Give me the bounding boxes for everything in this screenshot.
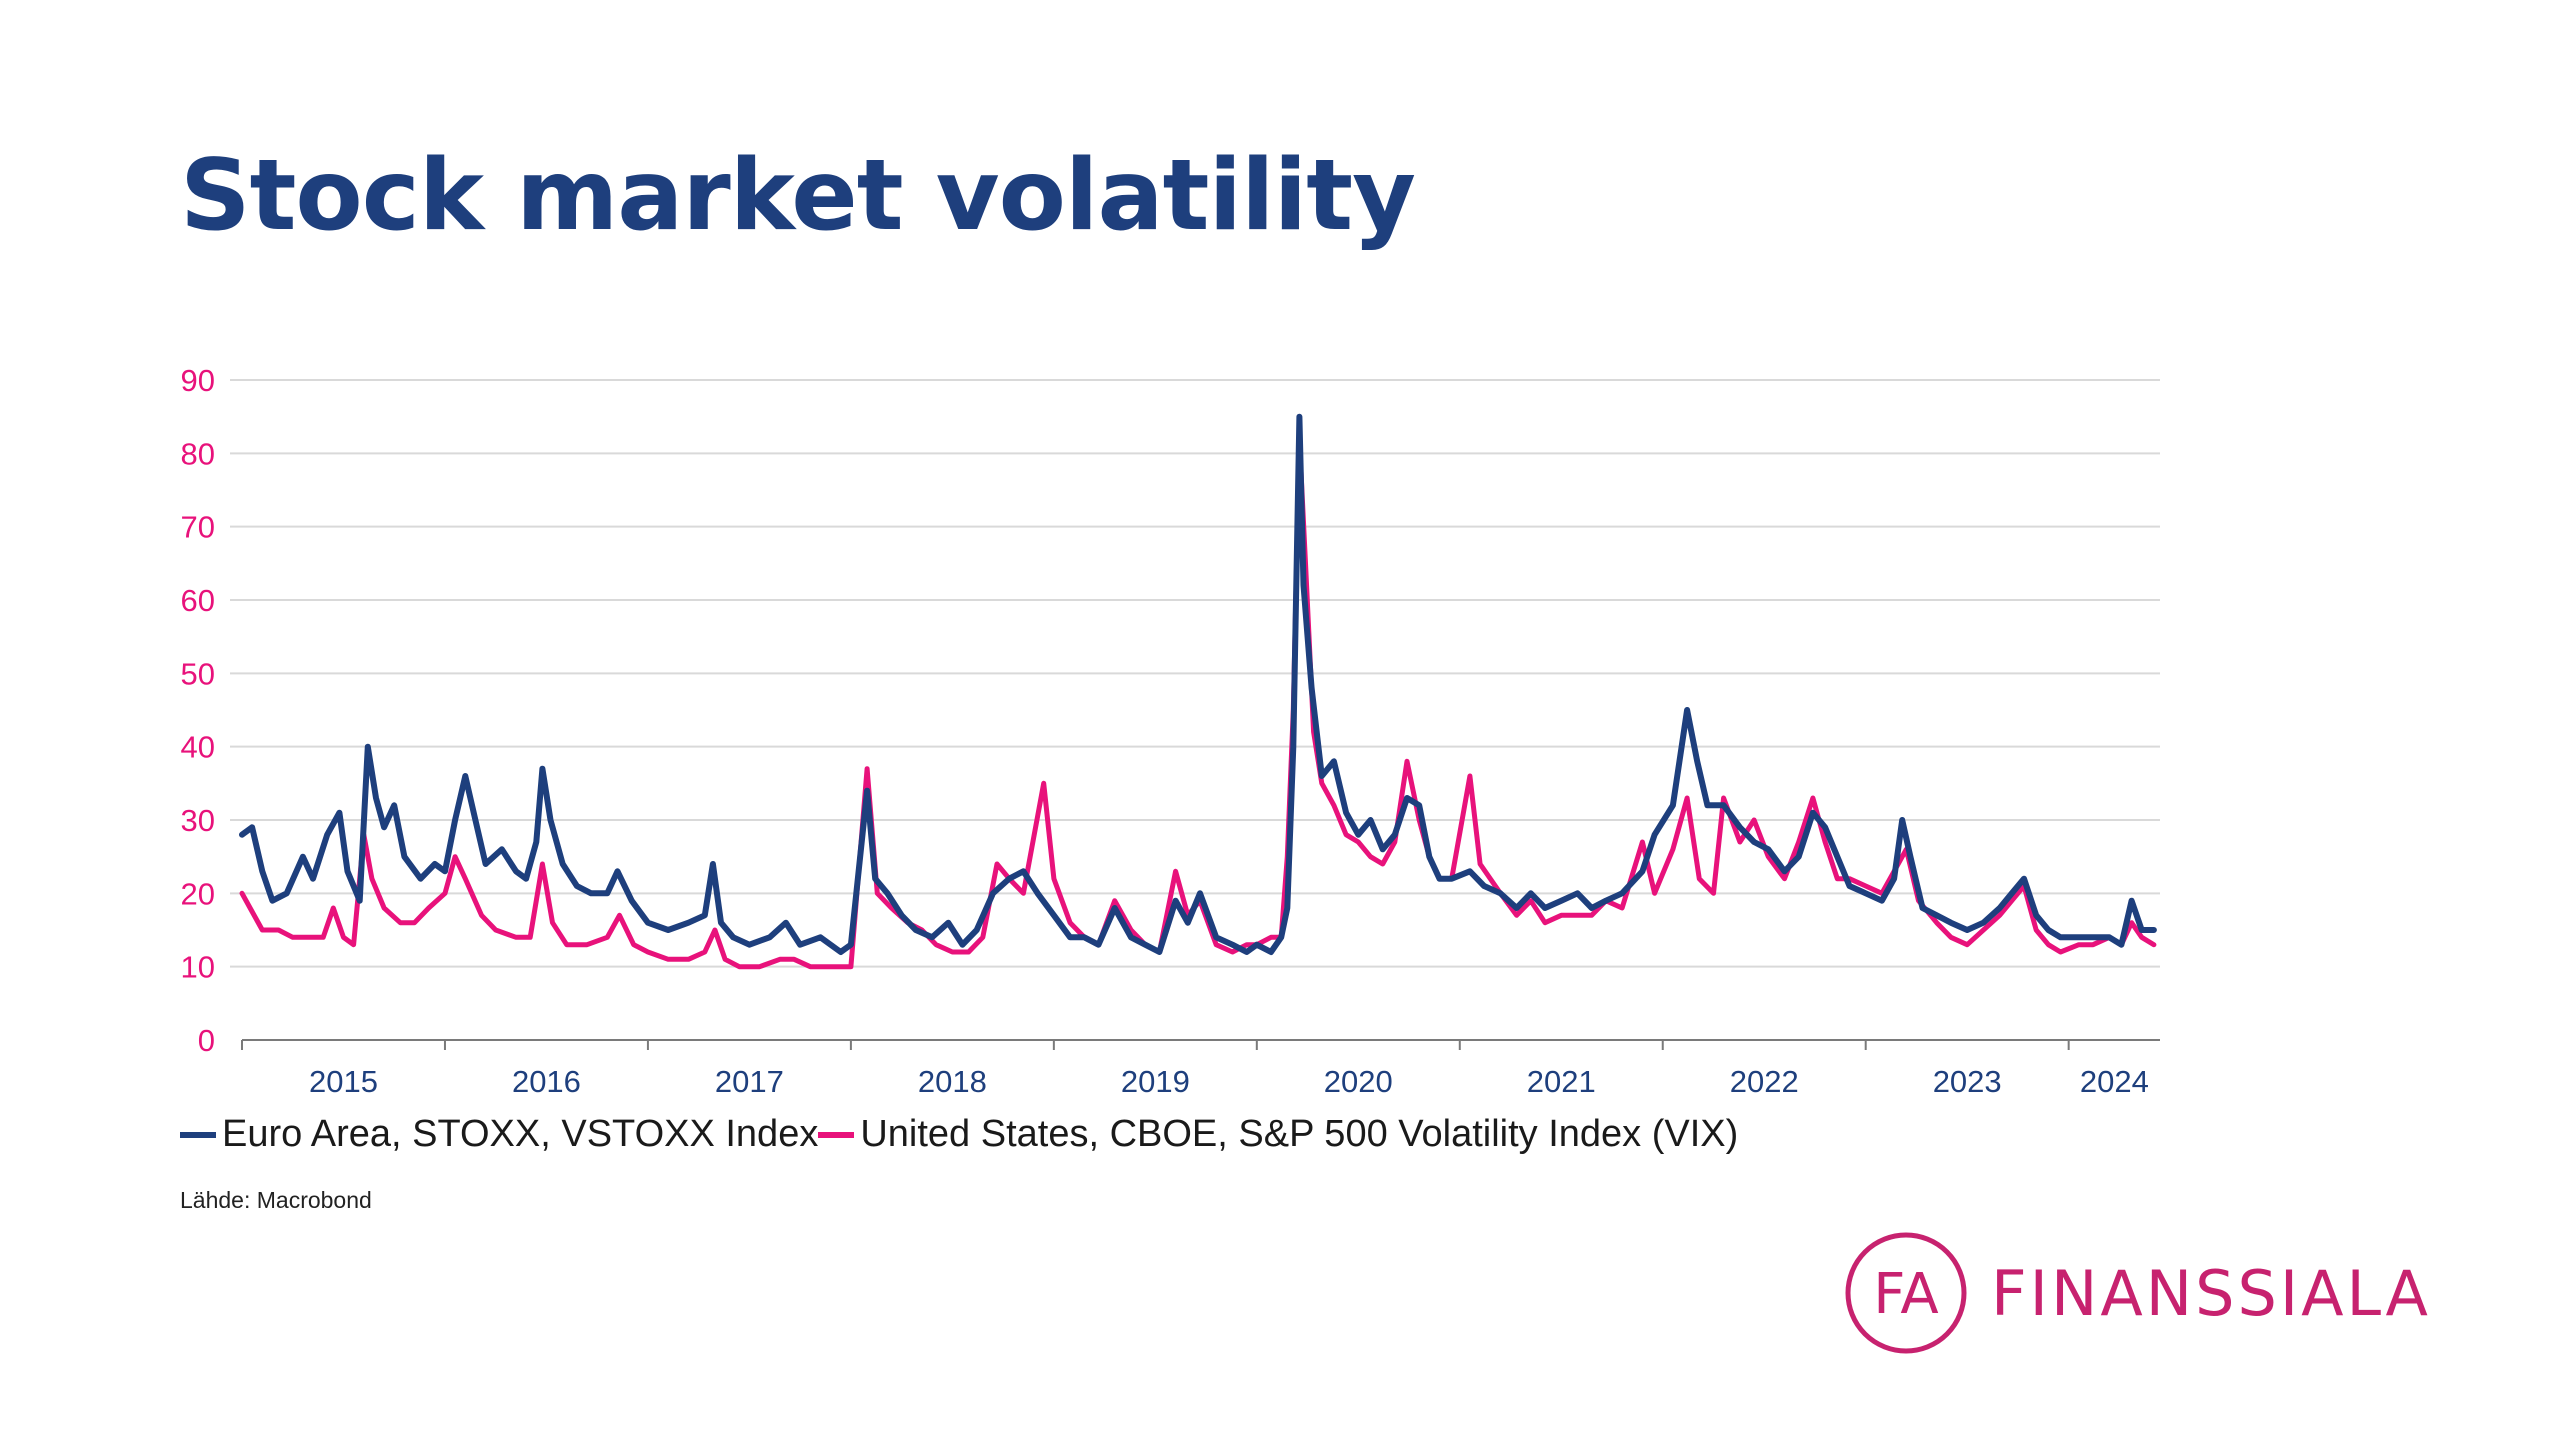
legend-label-vstoxx: Euro Area, STOXX, VSTOXX Index [222, 1113, 819, 1155]
page-title: Stock market volatility [180, 139, 1416, 253]
y-tick-label: 50 [181, 656, 215, 691]
x-tick-label: 2023 [1933, 1064, 2002, 1099]
volatility-line-chart: 0 10 20 30 40 50 60 70 80 90 2015 2016 2017 2018 2019… [181, 363, 2160, 1099]
legend-item-vix: United States, CBOE, S&P 500 Volatility … [818, 1113, 1738, 1156]
y-tick-label: 80 [181, 436, 215, 471]
source-note: Lähde: Macrobond [180, 1187, 372, 1213]
x-tick-label: 2016 [512, 1064, 581, 1099]
fa-logo-icon: FA [1845, 1232, 1967, 1354]
finanssiala-logo: FA FINANSSIALA [1843, 1230, 2431, 1356]
x-tick-label: 2019 [1121, 1064, 1190, 1099]
series-line-vstoxx [239, 413, 2157, 955]
legend-item-vstoxx: Euro Area, STOXX, VSTOXX Index [180, 1113, 818, 1156]
y-tick-label: 20 [181, 876, 215, 911]
y-axis-ticks: 0 10 20 30 40 50 60 70 80 90 [181, 363, 215, 1058]
x-axis: 2015 2016 2017 2018 2019 2020 2021 2022 2023 2024 [241, 1039, 2160, 1099]
x-tick-label: 2024 [2080, 1064, 2149, 1099]
y-tick-label: 40 [181, 730, 215, 765]
y-tick-label: 90 [181, 363, 215, 398]
x-tick-label: 2017 [715, 1064, 784, 1099]
legend-label-vix: United States, CBOE, S&P 500 Volatility … [860, 1113, 1739, 1155]
x-tick-label: 2018 [918, 1064, 987, 1099]
y-tick-label: 70 [181, 510, 215, 545]
series-lines [239, 413, 2157, 970]
legend-swatch-vstoxx [180, 1131, 216, 1138]
legend: Euro Area, STOXX, VSTOXX Index United St… [180, 1113, 1738, 1156]
y-tick-label: 30 [181, 803, 215, 838]
x-tick-label: 2015 [309, 1064, 378, 1099]
y-tick-label: 10 [181, 950, 215, 985]
logo-text: FINANSSIALA [1991, 1256, 2431, 1330]
x-tick-label: 2022 [1730, 1064, 1799, 1099]
y-tick-label: 60 [181, 583, 215, 618]
x-tick-label: 2021 [1527, 1064, 1596, 1099]
y-tick-label: 0 [198, 1023, 215, 1058]
legend-swatch-vix [818, 1131, 855, 1138]
gridlines [230, 379, 2160, 968]
x-tick-label: 2020 [1324, 1064, 1393, 1099]
logo-mark-text: FA [1873, 1262, 1938, 1327]
series-line-vix [239, 436, 2157, 970]
